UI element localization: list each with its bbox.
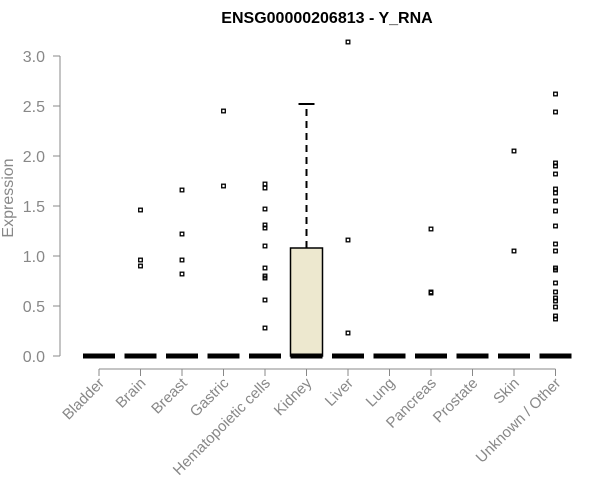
box-gastric — [207, 108, 240, 359]
outlier-point — [553, 316, 558, 322]
outlier-point — [553, 280, 558, 286]
chart-title: ENSG00000206813 - Y_RNA — [221, 10, 433, 27]
box-liver — [332, 39, 364, 359]
box-hematopoietic-cells — [249, 181, 281, 359]
y-tick-label: 1.0 — [23, 249, 45, 266]
outlier-point — [262, 243, 268, 249]
x-tick-label: Skin — [490, 375, 523, 408]
outlier-point — [179, 231, 185, 237]
outlier-point — [179, 187, 185, 193]
outlier-point — [553, 289, 558, 295]
y-tick-label: 3.0 — [23, 49, 45, 66]
outlier-point — [553, 190, 558, 196]
outlier-point — [553, 163, 558, 169]
x-tick-label: Breast — [148, 374, 191, 417]
outlier-point — [553, 171, 558, 177]
box-pancreas — [415, 226, 447, 359]
outlier-point — [553, 298, 558, 304]
box-skin — [498, 148, 530, 359]
outlier-point — [553, 208, 558, 214]
outlier-point — [262, 225, 268, 231]
outlier-point — [553, 91, 558, 97]
outlier-point — [553, 186, 558, 192]
outlier-point — [138, 263, 143, 269]
outlier-point — [553, 198, 558, 204]
outlier-point — [262, 297, 268, 303]
outlier-point — [511, 248, 517, 254]
box-brain — [124, 207, 157, 359]
y-tick-label: 0.5 — [23, 299, 45, 316]
outlier-point — [262, 181, 268, 187]
outlier-point — [221, 183, 226, 189]
outlier-point — [262, 206, 268, 212]
outlier-point — [553, 223, 558, 229]
outlier-point — [345, 330, 351, 336]
outlier-point — [511, 148, 517, 154]
outlier-point — [262, 275, 268, 281]
outlier-point — [428, 290, 434, 296]
outlier-point — [345, 237, 351, 243]
outlier-point — [221, 108, 226, 114]
x-tick-label: Kidney — [271, 374, 316, 419]
box-breast — [166, 187, 198, 359]
outlier-point — [553, 248, 558, 254]
x-tick-label: Brain — [113, 375, 150, 412]
box-iqr — [289, 247, 324, 357]
y-axis-label: Expression — [0, 158, 17, 237]
outlier-point — [138, 207, 143, 213]
outlier-point — [179, 257, 185, 263]
outlier-point — [553, 304, 558, 310]
outlier-point — [262, 265, 268, 271]
y-tick-label: 0.0 — [23, 349, 45, 366]
box-kidney — [289, 103, 324, 359]
outlier-point — [553, 109, 558, 115]
outlier-point — [553, 241, 558, 247]
outlier-point — [345, 39, 351, 45]
x-tick-label: Prostate — [430, 375, 482, 427]
box-unknown-other — [539, 91, 572, 359]
y-tick-label: 1.5 — [23, 199, 45, 216]
x-tick-label: Liver — [322, 375, 357, 410]
outlier-point — [262, 185, 268, 191]
outlier-point — [553, 267, 558, 273]
y-tick-label: 2.5 — [23, 99, 45, 116]
boxes-layer — [83, 39, 572, 359]
x-tick-label: Lung — [363, 375, 399, 411]
outlier-point — [138, 257, 143, 263]
x-tick-label: Bladder — [59, 375, 108, 424]
outlier-point — [179, 271, 185, 277]
outlier-point — [262, 325, 268, 331]
y-tick-label: 2.0 — [23, 149, 45, 166]
y-axis: 0.0 0.5 1.0 1.5 2.0 2.5 3.0 — [23, 49, 61, 366]
outlier-point — [428, 226, 434, 232]
